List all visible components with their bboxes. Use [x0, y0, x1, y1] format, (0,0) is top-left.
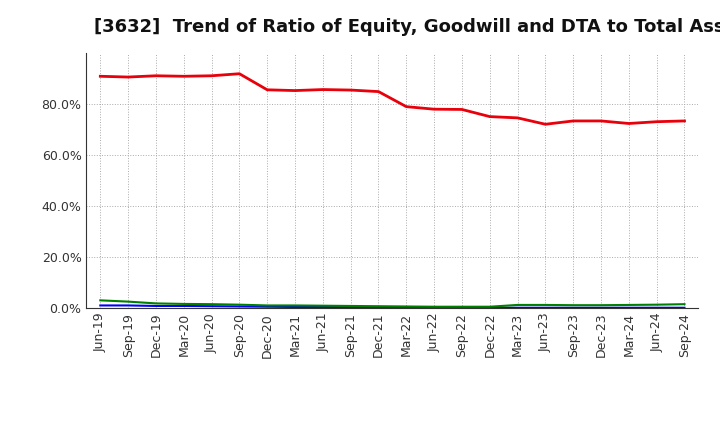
Deferred Tax Assets: [680, 301, 689, 307]
Deferred Tax Assets: [569, 303, 577, 308]
Deferred Tax Assets: [346, 303, 355, 308]
Goodwill: [513, 305, 522, 310]
Goodwill: [291, 304, 300, 310]
Equity: [263, 87, 271, 92]
Deferred Tax Assets: [513, 302, 522, 308]
Goodwill: [152, 303, 161, 308]
Goodwill: [96, 303, 104, 308]
Goodwill: [124, 303, 132, 308]
Deferred Tax Assets: [235, 302, 243, 307]
Deferred Tax Assets: [291, 303, 300, 308]
Equity: [291, 88, 300, 93]
Goodwill: [569, 305, 577, 310]
Goodwill: [430, 305, 438, 310]
Goodwill: [263, 304, 271, 309]
Equity: [569, 118, 577, 124]
Goodwill: [597, 305, 606, 310]
Deferred Tax Assets: [652, 302, 661, 307]
Equity: [680, 118, 689, 124]
Equity: [458, 107, 467, 112]
Deferred Tax Assets: [318, 303, 327, 308]
Line: Deferred Tax Assets: Deferred Tax Assets: [100, 301, 685, 307]
Deferred Tax Assets: [597, 303, 606, 308]
Line: Equity: Equity: [100, 74, 685, 124]
Equity: [179, 73, 188, 79]
Equity: [652, 119, 661, 125]
Equity: [96, 73, 104, 79]
Goodwill: [179, 303, 188, 308]
Equity: [541, 121, 550, 127]
Goodwill: [652, 305, 661, 310]
Equity: [513, 115, 522, 121]
Equity: [318, 87, 327, 92]
Goodwill: [318, 304, 327, 310]
Equity: [124, 74, 132, 80]
Deferred Tax Assets: [263, 303, 271, 308]
Goodwill: [458, 305, 467, 310]
Deferred Tax Assets: [96, 298, 104, 303]
Equity: [235, 71, 243, 77]
Deferred Tax Assets: [207, 301, 216, 307]
Equity: [152, 73, 161, 78]
Deferred Tax Assets: [374, 304, 383, 309]
Equity: [485, 114, 494, 119]
Legend: Equity, Goodwill, Deferred Tax Assets: Equity, Goodwill, Deferred Tax Assets: [176, 437, 609, 440]
Goodwill: [207, 304, 216, 309]
Equity: [624, 121, 633, 126]
Equity: [346, 88, 355, 93]
Goodwill: [624, 305, 633, 310]
Goodwill: [374, 305, 383, 310]
Deferred Tax Assets: [124, 299, 132, 304]
Text: [3632]  Trend of Ratio of Equity, Goodwill and DTA to Total Assets: [3632] Trend of Ratio of Equity, Goodwil…: [94, 18, 720, 36]
Equity: [207, 73, 216, 78]
Equity: [374, 89, 383, 94]
Deferred Tax Assets: [402, 304, 410, 309]
Equity: [597, 118, 606, 124]
Deferred Tax Assets: [430, 304, 438, 309]
Deferred Tax Assets: [458, 304, 467, 309]
Goodwill: [485, 305, 494, 310]
Deferred Tax Assets: [541, 302, 550, 308]
Goodwill: [680, 305, 689, 310]
Goodwill: [402, 305, 410, 310]
Goodwill: [541, 305, 550, 310]
Deferred Tax Assets: [624, 302, 633, 308]
Deferred Tax Assets: [152, 301, 161, 306]
Equity: [402, 104, 410, 109]
Deferred Tax Assets: [485, 304, 494, 309]
Deferred Tax Assets: [179, 301, 188, 307]
Equity: [430, 106, 438, 112]
Line: Goodwill: Goodwill: [100, 305, 685, 308]
Goodwill: [235, 304, 243, 309]
Goodwill: [346, 304, 355, 310]
